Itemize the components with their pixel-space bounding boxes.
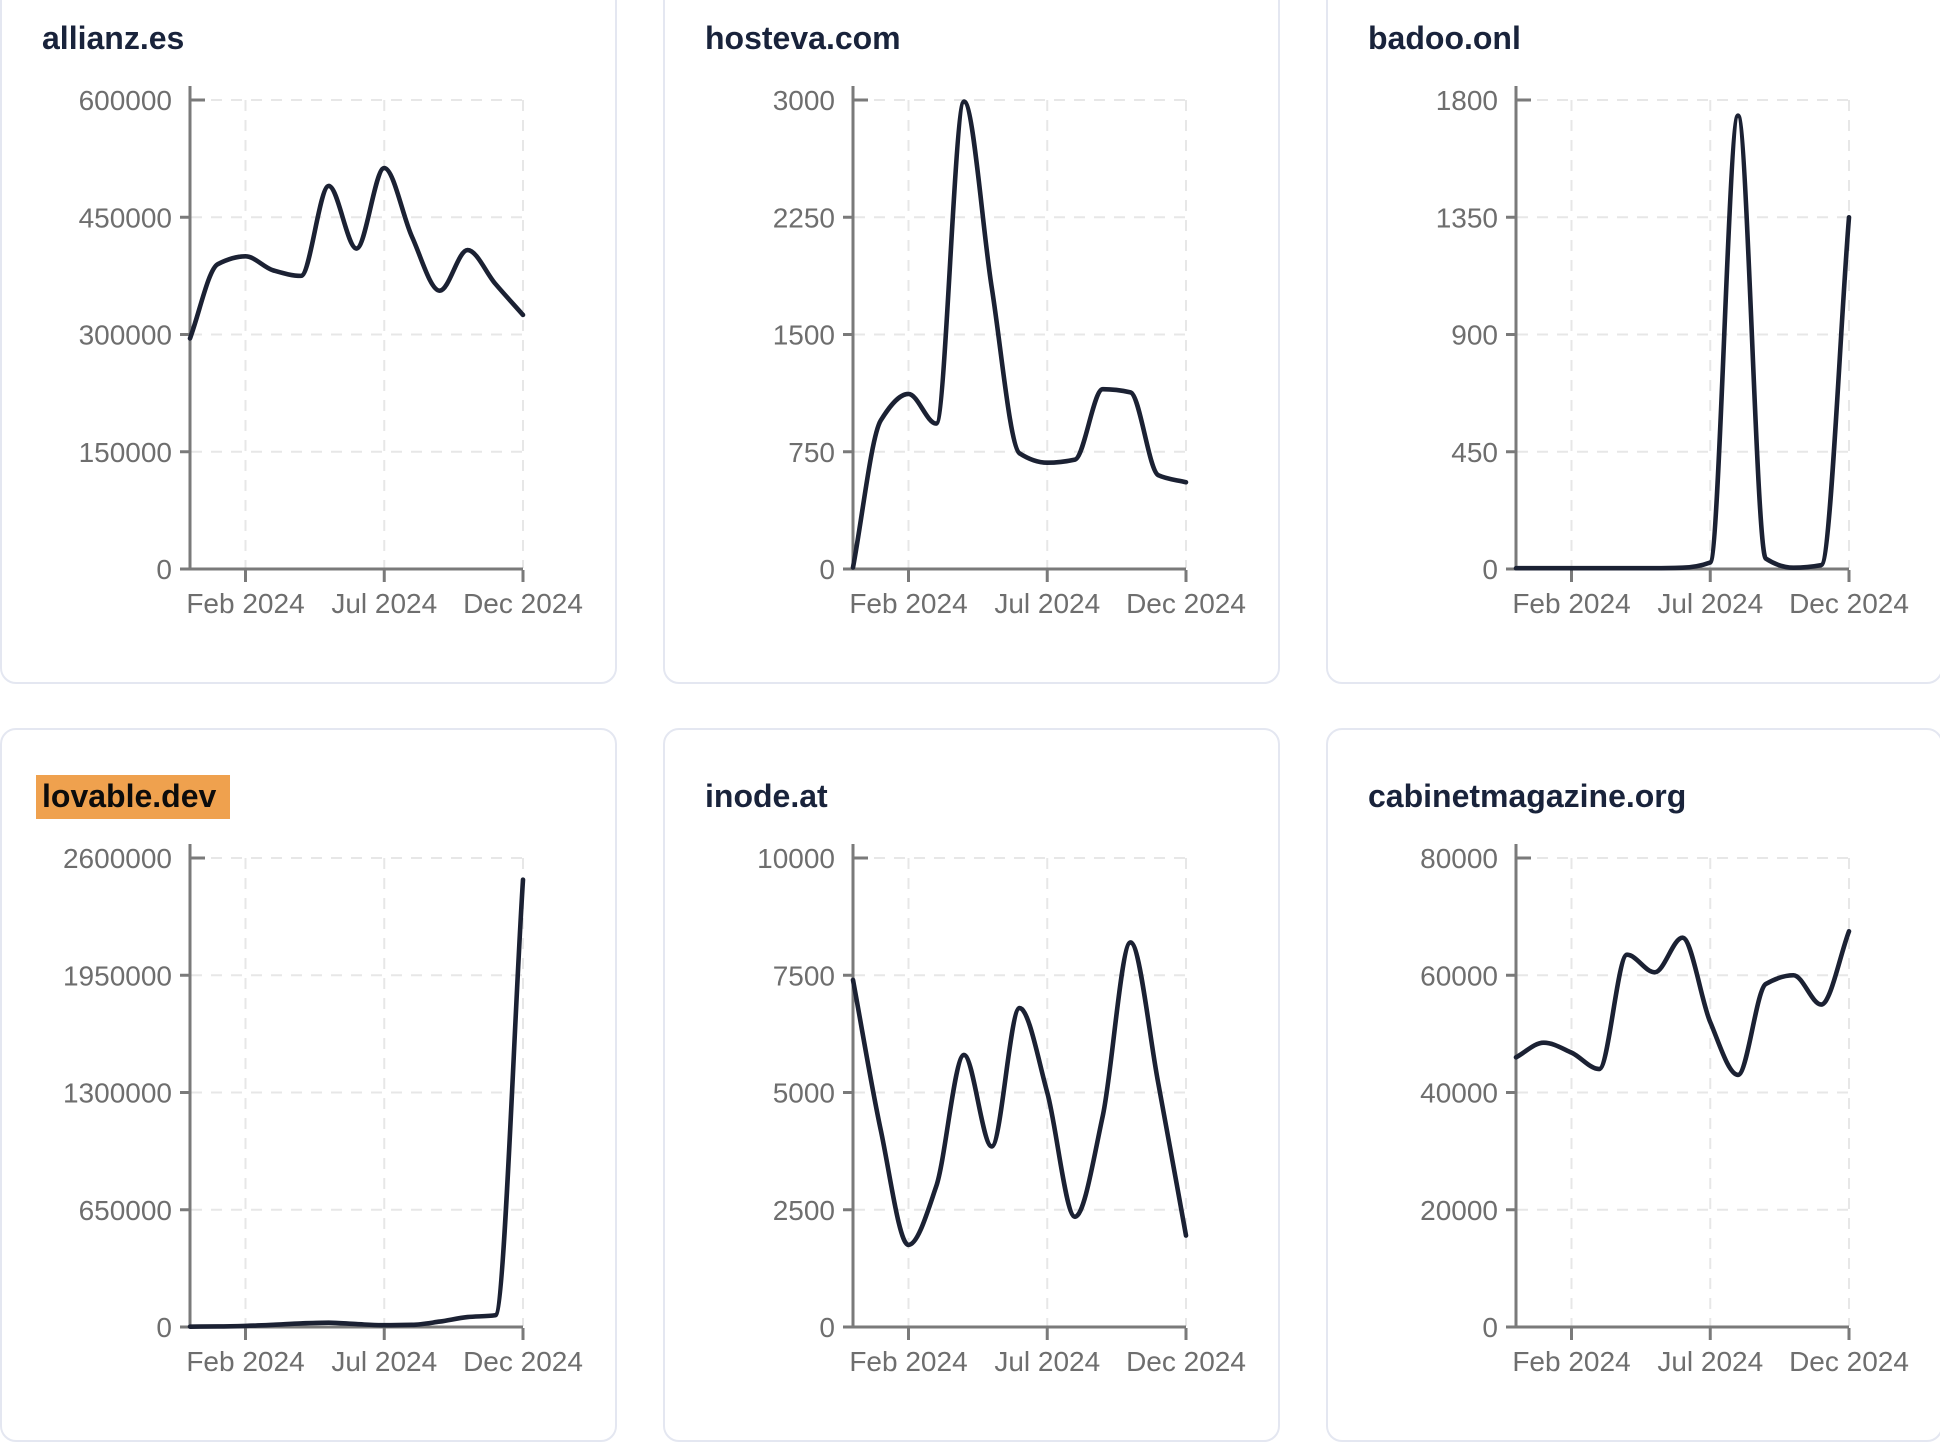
y-tick-label: 80000 [1420,843,1498,874]
y-tick-label: 1350 [1436,202,1498,233]
x-tick-label: Jul 2024 [331,588,437,619]
x-tick-label: Jul 2024 [331,1346,437,1377]
chart-title: allianz.es [42,18,585,58]
y-tick-label: 1500 [773,320,835,351]
x-tick-label: Feb 2024 [1512,588,1630,619]
x-tick-label: Jul 2024 [1657,588,1763,619]
line-chart: 0 150000 300000 450000 600000 Feb 2024 Jul 202… [79,85,583,619]
chart-card: allianz.es 0 150000 300000 450000 600000 Feb … [0,0,617,684]
chart-title: hosteva.com [705,18,1248,58]
chart-title-text: allianz.es [42,20,185,56]
x-tick-label: Dec 2024 [1126,588,1246,619]
y-tick-label: 450 [1451,437,1498,468]
y-tick-label: 20000 [1420,1195,1498,1226]
x-tick-label: Dec 2024 [1126,1346,1246,1377]
y-tick-label: 3000 [773,85,835,116]
x-tick-label: Feb 2024 [186,588,304,619]
x-tick-label: Feb 2024 [849,588,967,619]
x-tick-label: Feb 2024 [186,1346,304,1377]
x-tick-label: Jul 2024 [1657,1346,1763,1377]
chart-title-text: lovable.dev [36,775,231,819]
x-tick-label: Dec 2024 [1789,588,1909,619]
line-chart: 0 20000 40000 60000 80000 Feb 2024 Jul 2024 Dec… [1420,843,1909,1377]
y-tick-label: 0 [1482,554,1498,585]
y-tick-label: 1800 [1436,85,1498,116]
y-tick-label: 40000 [1420,1078,1498,1109]
line-chart: 0 650000 1300000 1950000 2600000 Feb 2024 Jul … [63,843,583,1377]
x-tick-label: Dec 2024 [463,1346,583,1377]
chart-title: badoo.onl [1368,18,1911,58]
y-tick-label: 5000 [773,1078,835,1109]
y-tick-label: 750 [788,437,835,468]
chart-card: hosteva.com 0 750 1500 2250 3000 Feb 2024 Jul … [663,0,1280,684]
chart-title-text: cabinetmagazine.org [1368,778,1687,814]
y-tick-label: 7500 [773,960,835,991]
chart-line [850,940,1189,1248]
y-tick-label: 1300000 [63,1078,172,1109]
line-chart: 0 450 900 1350 1800 Feb 2024 Jul 2024 Dec 2024 [1436,85,1909,619]
chart-card: cabinetmagazine.org 0 20000 40000 60000 8000… [1326,728,1940,1442]
y-tick-label: 0 [156,1312,172,1343]
y-tick-label: 0 [1482,1312,1498,1343]
chart-title-text: hosteva.com [705,20,901,56]
chart-title: lovable.dev [36,775,585,819]
y-tick-label: 450000 [79,202,172,233]
x-tick-label: Dec 2024 [1789,1346,1909,1377]
y-tick-label: 0 [819,1312,835,1343]
chart-line [1513,113,1852,571]
y-tick-label: 1950000 [63,960,172,991]
y-tick-label: 0 [156,554,172,585]
y-tick-label: 0 [819,554,835,585]
chart-card: lovable.dev 0 650000 1300000 1950000 2600000… [0,728,617,1442]
y-tick-label: 2600000 [63,843,172,874]
chart-line [850,99,1189,570]
chart-title: cabinetmagazine.org [1368,776,1911,816]
chart-line [187,165,526,341]
line-chart: 0 2500 5000 7500 10000 Feb 2024 Jul 2024 Dec 20… [757,843,1246,1377]
y-tick-label: 900 [1451,320,1498,351]
y-tick-label: 600000 [79,85,172,116]
chart-line [1513,928,1852,1078]
x-tick-label: Jul 2024 [994,1346,1100,1377]
chart-title: inode.at [705,776,1248,816]
y-tick-label: 650000 [79,1195,172,1226]
y-tick-label: 150000 [79,437,172,468]
y-tick-label: 2500 [773,1195,835,1226]
chart-line [187,877,526,1329]
line-chart: 0 750 1500 2250 3000 Feb 2024 Jul 2024 Dec 2024 [773,85,1246,619]
x-tick-label: Feb 2024 [849,1346,967,1377]
chart-card: badoo.onl 0 450 900 1350 1800 Feb 2024 Jul 202… [1326,0,1940,684]
chart-card: inode.at 0 2500 5000 7500 10000 Feb 2024 Jul 2… [663,728,1280,1442]
chart-title-text: inode.at [705,778,828,814]
y-tick-label: 10000 [757,843,835,874]
y-tick-label: 300000 [79,320,172,351]
y-tick-label: 60000 [1420,960,1498,991]
x-tick-label: Dec 2024 [463,588,583,619]
x-tick-label: Jul 2024 [994,588,1100,619]
x-tick-label: Feb 2024 [1512,1346,1630,1377]
y-tick-label: 2250 [773,202,835,233]
chart-title-text: badoo.onl [1368,20,1521,56]
